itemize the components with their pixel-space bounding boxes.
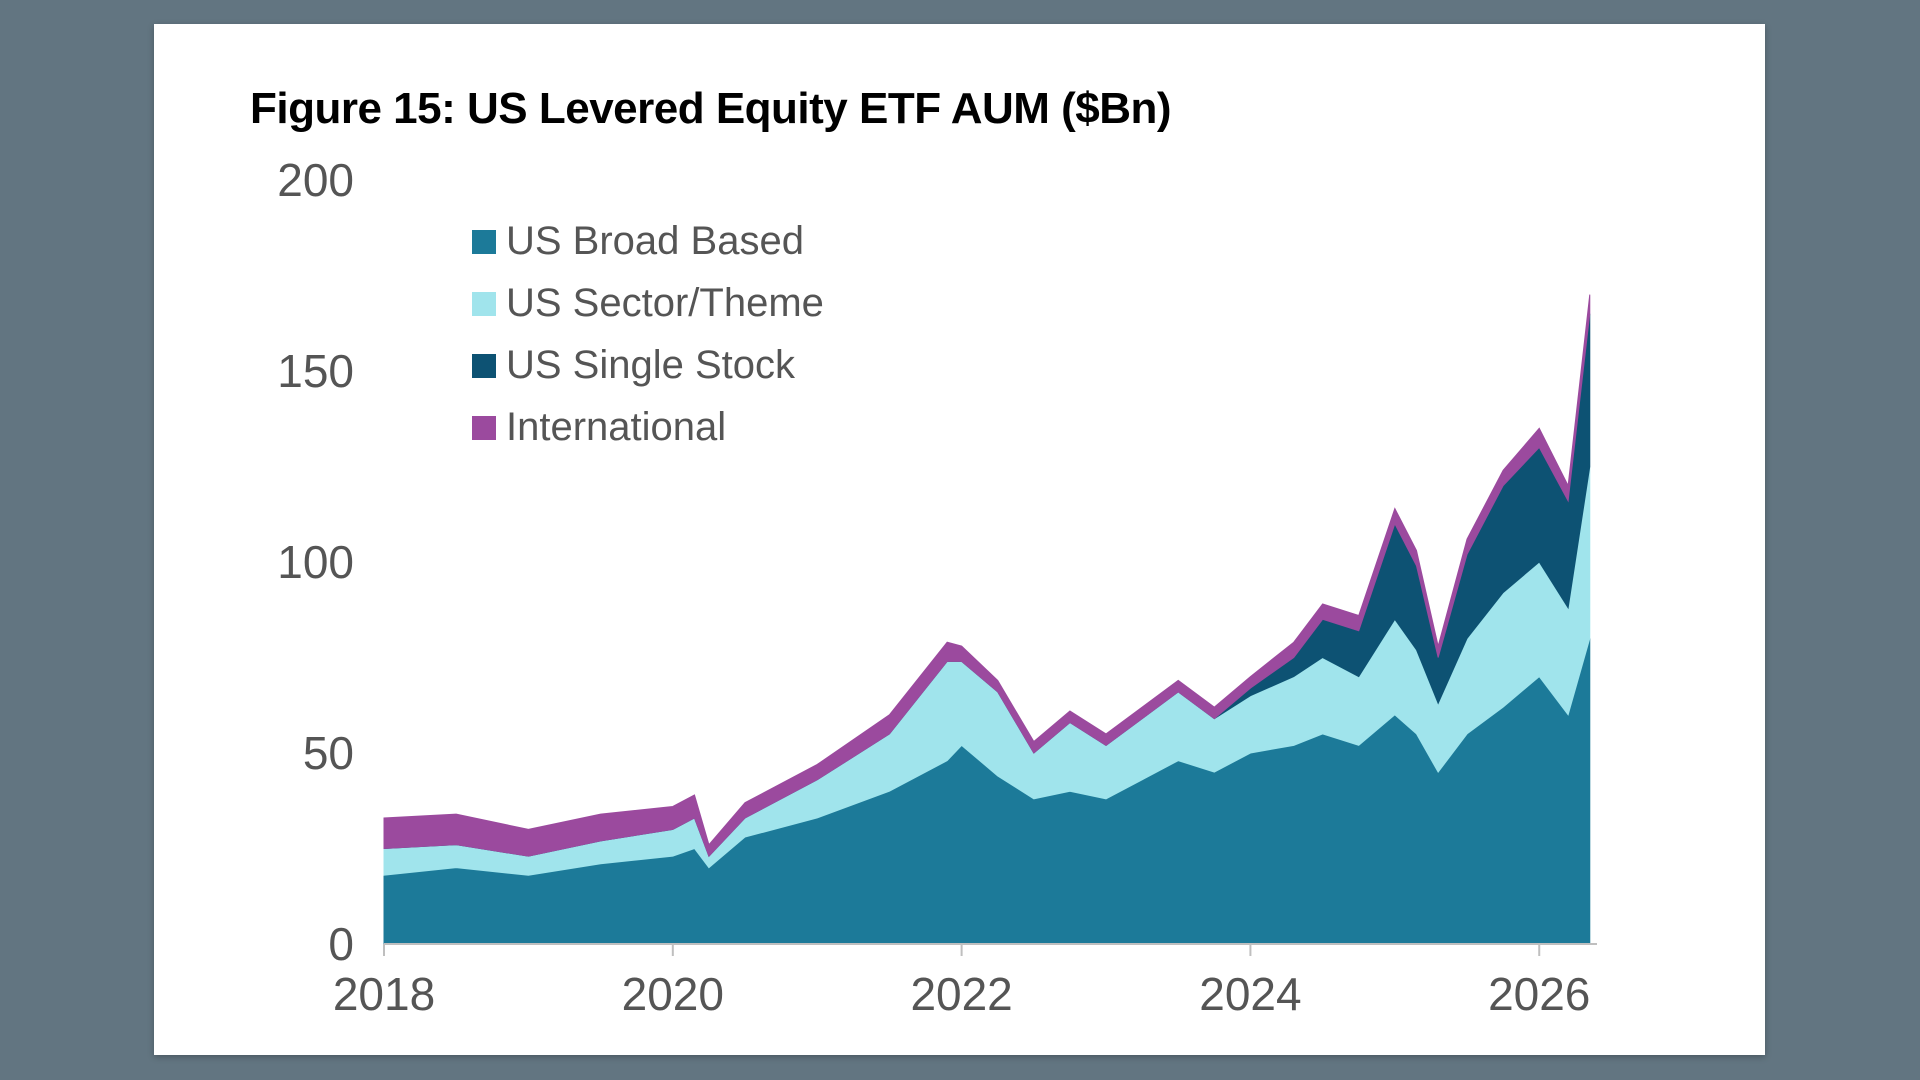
legend-swatch (472, 416, 496, 440)
x-tick-label: 2026 (1488, 968, 1590, 1020)
area-series-3 (383, 294, 1591, 858)
legend-swatch (472, 354, 496, 378)
legend-label: US Single Stock (506, 343, 796, 387)
y-tick-label: 50 (303, 727, 354, 779)
axes: 2018 2020 2022 2024 2026 0 50 100 150 200 (277, 154, 1597, 1020)
legend-label: US Sector/Theme (506, 281, 824, 325)
x-tick-label: 2024 (1199, 968, 1301, 1020)
x-tick-label: 2018 (333, 968, 435, 1020)
x-tick-label: 2020 (622, 968, 724, 1020)
chart-title: Figure 15: US Levered Equity ETF AUM ($B… (250, 84, 1172, 133)
chart-plot: 2018 2020 2022 2024 2026 0 50 100 150 200 US Broa… (277, 154, 1597, 1020)
legend-label: International (506, 405, 726, 449)
legend-swatch (472, 230, 496, 254)
chart-card: Figure 15: US Levered Equity ETF AUM ($B… (154, 24, 1765, 1055)
legend: US Broad Based US Sector/Theme US Single S… (472, 219, 824, 449)
y-tick-label: 100 (277, 536, 354, 588)
y-tick-label: 150 (277, 345, 354, 397)
y-tick-label: 0 (328, 918, 354, 970)
area-layers (383, 294, 1591, 945)
y-tick-label: 200 (277, 154, 354, 206)
x-tick-label: 2022 (910, 968, 1012, 1020)
legend-label: US Broad Based (506, 219, 804, 263)
legend-swatch (472, 292, 496, 316)
